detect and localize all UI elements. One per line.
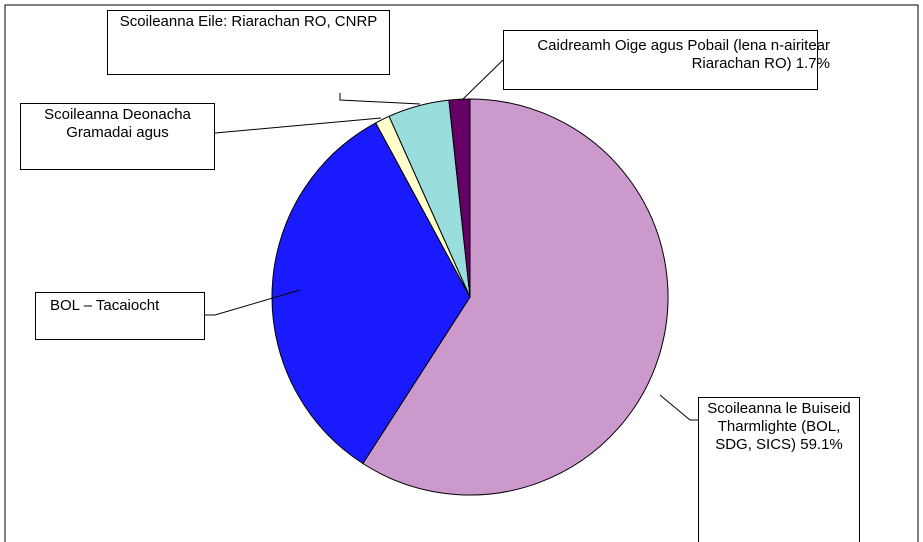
value-label: 59.1% [800, 436, 843, 453]
category-label: Caidreamh Oige agus Pobail (lena n-airit… [537, 37, 830, 72]
category-label: BOL – Tacaiocht [50, 297, 160, 314]
leader-line [205, 289, 301, 316]
slice-label: Scoileanna Eile: Riarachan RO, CNRP [107, 13, 390, 31]
value-label: 1.7% [795, 55, 830, 72]
leader-line [214, 117, 382, 134]
pie-slice [362, 98, 669, 496]
label-box [35, 292, 205, 340]
category-label: Scoileanna le Buiseid Tharmlighte (BOL, … [707, 400, 851, 453]
pie-slice [448, 98, 471, 298]
label-box [698, 397, 860, 542]
label-box [107, 10, 390, 75]
leader-line [339, 93, 421, 105]
slice-label: Caidreamh Oige agus Pobail (lena n-airit… [490, 37, 830, 73]
slice-label: Scoileanna Deonacha Gramadai agus [20, 106, 215, 142]
leader-line [659, 394, 698, 421]
label-box [20, 103, 215, 170]
leader-line [461, 59, 504, 101]
slice-label: BOL – Tacaiocht [50, 297, 170, 315]
category-label: Scoileanna Deonacha Gramadai agus [44, 106, 191, 141]
slice-label: Scoileanna le Buiseid Tharmlighte (BOL, … [698, 400, 860, 454]
label-box [503, 30, 818, 90]
category-label: Scoileanna Eile: Riarachan RO, CNRP [119, 13, 378, 30]
chart-frame [4, 4, 919, 542]
pie-slice [271, 122, 471, 465]
